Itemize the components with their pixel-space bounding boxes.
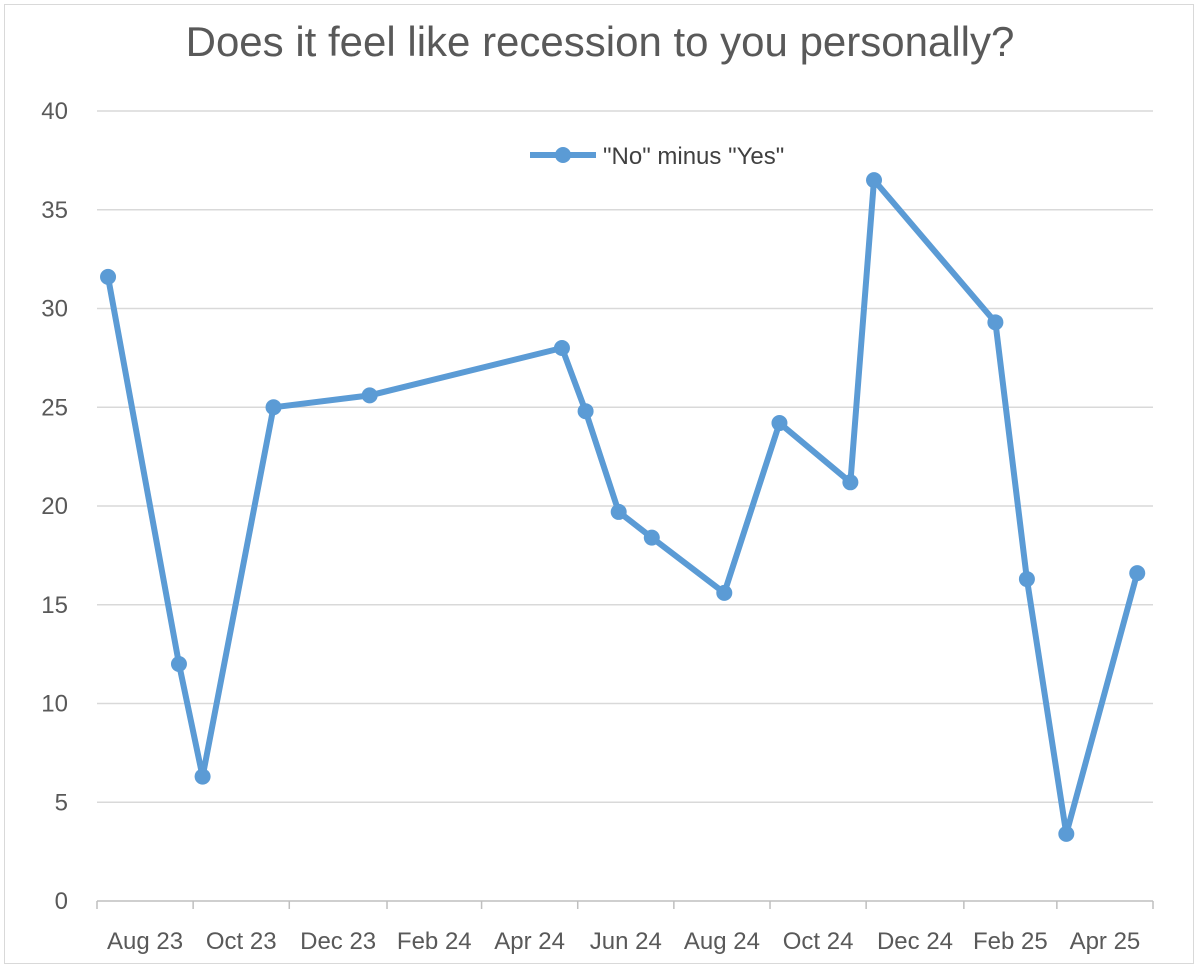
data-point xyxy=(1058,825,1075,842)
legend: "No" minus "Yes" xyxy=(530,143,784,170)
data-point xyxy=(987,314,1004,331)
series-line xyxy=(100,172,1146,842)
x-tick-label: Apr 24 xyxy=(494,928,565,955)
data-point xyxy=(771,415,788,432)
chart-title: Does it feel like recession to you perso… xyxy=(185,18,1015,65)
chart-frame xyxy=(4,4,1194,964)
x-tick-label: Oct 24 xyxy=(783,928,854,955)
x-axis xyxy=(96,900,1154,909)
data-point xyxy=(643,529,660,546)
x-tick-label: Aug 23 xyxy=(107,928,183,955)
data-point xyxy=(361,387,378,404)
data-point xyxy=(1018,571,1035,588)
data-point xyxy=(842,474,859,491)
y-tick-label: 0 xyxy=(55,888,68,915)
data-point xyxy=(194,768,211,785)
x-tick-label: Jun 24 xyxy=(590,928,662,955)
x-tick-label: Feb 25 xyxy=(973,928,1048,955)
data-point xyxy=(577,403,594,420)
gridlines xyxy=(97,110,1153,803)
x-tick-label: Oct 23 xyxy=(206,928,277,955)
data-point xyxy=(100,268,117,285)
y-tick-label: 40 xyxy=(41,98,68,125)
data-point xyxy=(610,503,627,520)
data-point xyxy=(170,656,187,672)
data-point xyxy=(265,399,282,416)
data-point xyxy=(553,340,570,356)
legend-marker-swatch xyxy=(555,147,571,163)
x-tick-label: Dec 24 xyxy=(877,928,953,955)
legend-label: "No" minus "Yes" xyxy=(603,143,784,170)
y-tick-label: 30 xyxy=(41,296,68,323)
y-tick-label: 15 xyxy=(41,592,68,619)
y-tick-label: 35 xyxy=(41,197,68,224)
x-tick-label: Feb 24 xyxy=(397,928,472,955)
y-tick-label: 10 xyxy=(41,691,68,718)
x-tick-label: Dec 23 xyxy=(300,928,376,955)
x-tick-label: Aug 24 xyxy=(684,928,760,955)
data-point xyxy=(716,584,733,601)
y-tick-label: 5 xyxy=(55,789,68,816)
data-point xyxy=(1129,565,1146,582)
y-tick-label: 25 xyxy=(41,394,68,421)
data-point xyxy=(866,172,883,189)
x-axis-tick-labels: Aug 23 Oct 23 Dec 23 Feb 24 Apr 24 Jun 24 Aug … xyxy=(107,928,1140,955)
y-tick-label: 20 xyxy=(41,493,68,520)
y-axis-tick-labels: 0 5 10 15 20 25 30 35 40 xyxy=(41,98,68,915)
x-tick-label: Apr 25 xyxy=(1070,928,1141,955)
